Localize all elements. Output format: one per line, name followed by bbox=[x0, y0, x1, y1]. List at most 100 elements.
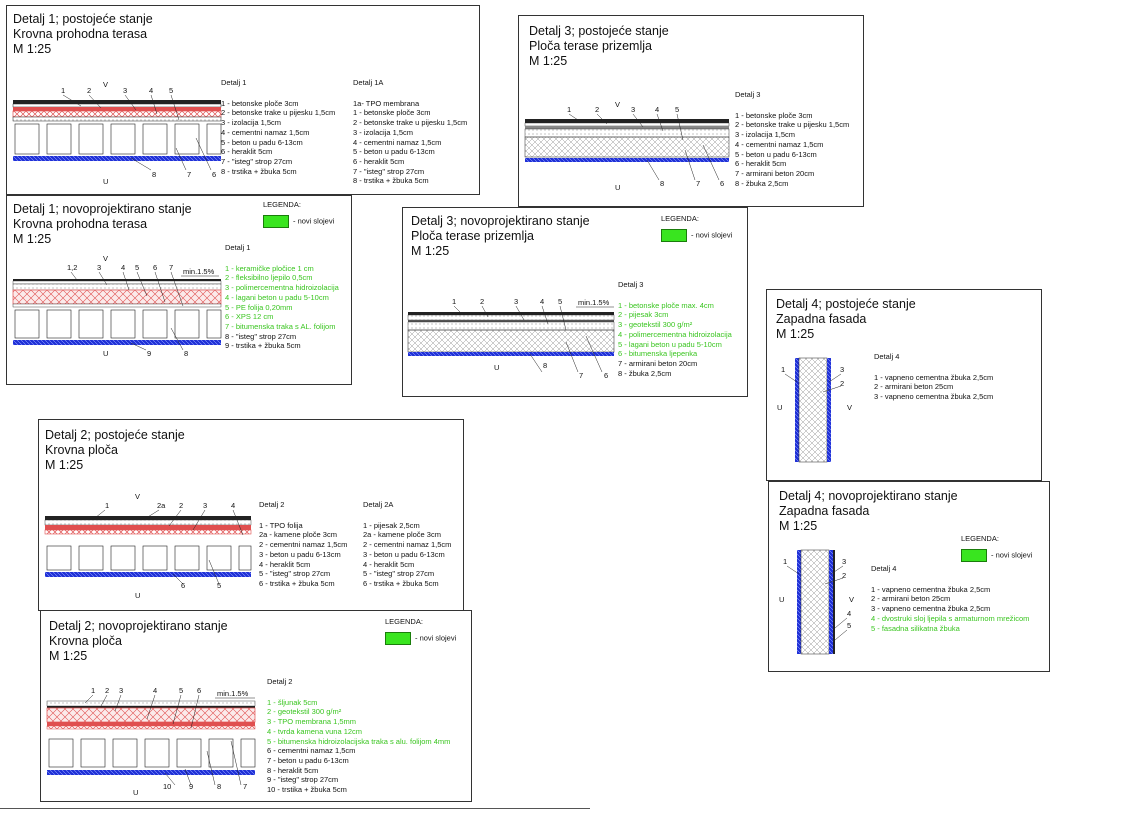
legend: LEGENDA: - novi slojevi bbox=[385, 617, 456, 645]
svg-text:V: V bbox=[135, 492, 140, 501]
notes-detalj3-novo: Detalj 3 1 - betonske ploče max. 4cm 2 - … bbox=[618, 280, 732, 378]
panel-detalj2-novo: Detalj 2; novoprojektirano stanje Krovna… bbox=[40, 610, 472, 802]
svg-text:5: 5 bbox=[169, 86, 173, 95]
panel-title: Detalj 1; postojeće stanje Krovna prohod… bbox=[13, 12, 153, 56]
panel-title: Detalj 1; novoprojektirano stanje Krovna… bbox=[13, 202, 192, 246]
svg-text:1: 1 bbox=[91, 686, 95, 695]
svg-text:V: V bbox=[847, 403, 852, 412]
legend: LEGENDA: - novi slojevi bbox=[263, 200, 334, 228]
svg-text:3: 3 bbox=[514, 297, 518, 306]
svg-text:8: 8 bbox=[660, 179, 664, 188]
svg-text:min.1.5%: min.1.5% bbox=[578, 298, 610, 307]
svg-text:3: 3 bbox=[842, 557, 846, 566]
panel-title: Detalj 4; novoprojektirano stanje Zapadn… bbox=[779, 489, 958, 533]
svg-text:2: 2 bbox=[595, 105, 599, 114]
svg-text:8: 8 bbox=[217, 782, 221, 791]
panel-detalj4-postojece: Detalj 4; postojeće stanje Zapadna fasad… bbox=[766, 289, 1042, 481]
svg-text:U: U bbox=[494, 363, 499, 372]
wall-drawing: 1 3 2 4 5 U V bbox=[779, 549, 854, 655]
svg-text:6: 6 bbox=[153, 263, 157, 272]
notes-detalj4-novo: Detalj 4 1 - vapneno cementna žbuka 2,5c… bbox=[871, 564, 1030, 633]
svg-text:4: 4 bbox=[847, 609, 851, 618]
svg-text:9: 9 bbox=[147, 349, 151, 358]
svg-text:U: U bbox=[103, 177, 108, 186]
panel-detalj3-postojece: Detalj 3; postojeće stanje Ploča terase … bbox=[518, 15, 864, 207]
wall-drawing: 1 3 2 U V bbox=[777, 357, 852, 463]
svg-text:4: 4 bbox=[231, 501, 235, 510]
notes-detalj1-novo: Detalj 1 1 - keramičke pločice 1 cm 2 - f… bbox=[225, 243, 339, 351]
legend: LEGENDA: - novi slojevi bbox=[961, 534, 1032, 562]
svg-text:5: 5 bbox=[217, 581, 221, 590]
panel-title: Detalj 3; postojeće stanje Ploča terase … bbox=[529, 24, 669, 68]
svg-text:U: U bbox=[777, 403, 782, 412]
legend-swatch bbox=[263, 215, 289, 228]
svg-text:2: 2 bbox=[480, 297, 484, 306]
svg-text:U: U bbox=[615, 183, 620, 192]
svg-text:7: 7 bbox=[696, 179, 700, 188]
legend-swatch bbox=[385, 632, 411, 645]
svg-text:3: 3 bbox=[123, 86, 127, 95]
svg-text:5: 5 bbox=[558, 297, 562, 306]
notes-detalj1: Detalj 1 1 - betonske ploče 3cm 2 - beton… bbox=[221, 78, 336, 176]
svg-text:6: 6 bbox=[181, 581, 185, 590]
svg-text:3: 3 bbox=[631, 105, 635, 114]
notes-detalj3: Detalj 3 1 - betonske ploče 3cm 2 - beton… bbox=[735, 90, 850, 188]
svg-text:7: 7 bbox=[187, 170, 191, 179]
bottom-rule bbox=[0, 808, 590, 809]
panel-title: Detalj 2; postojeće stanje Krovna ploča … bbox=[45, 428, 185, 472]
svg-text:5: 5 bbox=[847, 621, 851, 630]
panel-detalj1-novo: Detalj 1; novoprojektirano stanje Krovna… bbox=[6, 195, 352, 385]
legend: LEGENDA: - novi slojevi bbox=[661, 214, 732, 242]
svg-text:8: 8 bbox=[543, 361, 547, 370]
svg-text:V: V bbox=[103, 254, 108, 263]
svg-text:7: 7 bbox=[169, 263, 173, 272]
panel-detalj3-novo: Detalj 3; novoprojektirano stanje Ploča … bbox=[402, 207, 748, 397]
panel-title: Detalj 2; novoprojektirano stanje Krovna… bbox=[49, 619, 228, 663]
svg-text:2a: 2a bbox=[157, 501, 166, 510]
notes-detalj4: Detalj 4 1 - vapneno cementna žbuka 2,5c… bbox=[874, 352, 994, 402]
svg-text:6: 6 bbox=[212, 170, 216, 179]
svg-text:1: 1 bbox=[452, 297, 456, 306]
svg-text:U: U bbox=[779, 595, 784, 604]
panel-detalj1-postojece: Detalj 1; postojeće stanje Krovna prohod… bbox=[6, 5, 480, 195]
svg-text:2: 2 bbox=[179, 501, 183, 510]
svg-text:1: 1 bbox=[781, 365, 785, 374]
svg-text:U: U bbox=[133, 788, 138, 797]
svg-text:5: 5 bbox=[179, 686, 183, 695]
section-drawing: V U 1 2 3 4 5 8 7 6 bbox=[12, 80, 222, 186]
svg-text:4: 4 bbox=[655, 105, 659, 114]
svg-text:4: 4 bbox=[121, 263, 125, 272]
section-drawing: V U 1 2a 2 3 4 6 5 bbox=[44, 492, 252, 600]
panel-title: Detalj 3; novoprojektirano stanje Ploča … bbox=[411, 214, 590, 258]
panel-detalj2-postojece: Detalj 2; postojeće stanje Krovna ploča … bbox=[38, 419, 464, 611]
notes-detalj2a: Detalj 2A 1 - pijesak 2,5cm 2a - kamene p… bbox=[363, 500, 452, 588]
svg-text:min.1.5%: min.1.5% bbox=[217, 689, 249, 698]
svg-text:V: V bbox=[615, 100, 620, 109]
svg-text:1: 1 bbox=[783, 557, 787, 566]
svg-text:1: 1 bbox=[61, 86, 65, 95]
svg-text:3: 3 bbox=[203, 501, 207, 510]
svg-text:8: 8 bbox=[152, 170, 156, 179]
section-drawing: V U 1 2 3 4 5 8 7 6 bbox=[524, 100, 730, 192]
notes-detalj2: Detalj 2 1 - TPO folija 2a - kamene ploče… bbox=[259, 500, 348, 588]
svg-text:3: 3 bbox=[97, 263, 101, 272]
svg-text:3: 3 bbox=[840, 365, 844, 374]
svg-text:1: 1 bbox=[567, 105, 571, 114]
svg-text:6: 6 bbox=[720, 179, 724, 188]
svg-text:4: 4 bbox=[153, 686, 157, 695]
svg-text:V: V bbox=[849, 595, 854, 604]
notes-detalj2-novo: Detalj 2 1 - šljunak 5cm 2 - geotekstil 3… bbox=[267, 677, 451, 795]
svg-text:5: 5 bbox=[135, 263, 139, 272]
svg-text:min.1.5%: min.1.5% bbox=[183, 267, 215, 276]
section-drawing: min.1.5% U 1 2 3 4 5 6 10 9 8 7 bbox=[46, 686, 256, 797]
legend-swatch bbox=[661, 229, 687, 242]
svg-text:6: 6 bbox=[197, 686, 201, 695]
svg-text:2: 2 bbox=[105, 686, 109, 695]
svg-text:5: 5 bbox=[675, 105, 679, 114]
svg-text:2: 2 bbox=[840, 379, 844, 388]
notes-detalj1a: Detalj 1A 1a- TPO membrana 1 - betonske p… bbox=[353, 78, 468, 186]
svg-text:4: 4 bbox=[540, 297, 544, 306]
svg-text:U: U bbox=[135, 591, 140, 600]
svg-text:7: 7 bbox=[243, 782, 247, 791]
svg-text:4: 4 bbox=[149, 86, 153, 95]
